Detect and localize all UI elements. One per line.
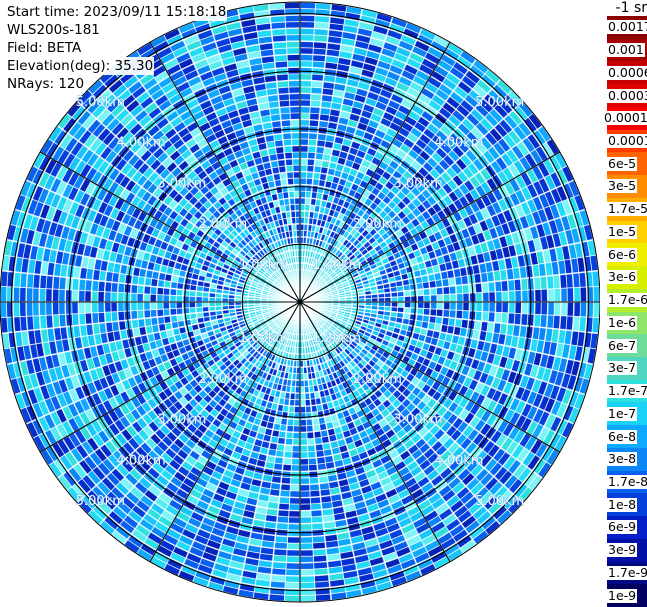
svg-text:4.00km: 4.00km (434, 453, 483, 468)
svg-text:3.00km: 3.00km (157, 176, 206, 191)
svg-text:3.00km: 3.00km (394, 176, 443, 191)
svg-text:3.00km: 3.00km (157, 413, 206, 428)
colorbar-tick-label: 1e-7 (607, 405, 638, 421)
colorbar-tick-label: 1.7e-9 (607, 565, 647, 580)
colorbar-tick-label: 3e-6 (607, 269, 638, 285)
svg-text:1.00km: 1.00km (239, 331, 288, 346)
colorbar-tick-label: 1.7e-7 (607, 384, 647, 399)
svg-text:4.00km: 4.00km (434, 136, 483, 151)
colorbar-tick-label: 0.001 (607, 42, 645, 58)
svg-text:2.00km: 2.00km (198, 217, 247, 232)
colorbar-tick-label: 0.0017 (607, 20, 647, 35)
svg-text:5.00km: 5.00km (475, 494, 524, 509)
svg-text:5.00km: 5.00km (76, 494, 125, 509)
polar-grid (0, 1, 600, 603)
colorbar-tick-label: 1.7e-6 (607, 293, 647, 308)
colorbar-tick-label: 6e-9 (607, 519, 638, 535)
svg-text:1.00km: 1.00km (312, 258, 361, 273)
colorbar-tick-label: 3e-9 (607, 542, 638, 558)
colorbar-tick-label: 1e-5 (607, 223, 638, 239)
colorbar-tick-label: 3e-7 (607, 360, 638, 376)
colorbar-tick-label: 3e-5 (607, 178, 638, 194)
colorbar-tick-label: 3e-8 (607, 451, 638, 467)
colorbar-tick-label: 6e-8 (607, 428, 638, 444)
colorbar-tick-label: 6e-7 (607, 337, 638, 353)
colorbar-tick-label: 0.0001 (607, 134, 647, 149)
colorbar-panel[interactable]: -1 sr 0.00170.0010.00060.00030.000170.00… (600, 0, 647, 607)
svg-text:2.00km: 2.00km (353, 217, 402, 232)
svg-text:1.00km: 1.00km (239, 258, 288, 273)
svg-text:5.00km: 5.00km (475, 95, 524, 110)
colorbar-tick-label: 1e-8 (607, 496, 638, 512)
ppi-plot-area[interactable]: 1.00km 1.00km 1.00km 1.00km 2.00km 2.00km 2.00… (0, 0, 600, 607)
colorbar-tick-label: 1e-6 (607, 314, 638, 330)
colorbar-tick-label: 6e-5 (607, 155, 638, 171)
svg-text:2.00km: 2.00km (198, 372, 247, 387)
colorbar-tick-label: 1.7e-5 (607, 202, 647, 217)
svg-text:3.00km: 3.00km (394, 413, 443, 428)
colorbar-tick-label: 6e-6 (607, 246, 638, 262)
colorbar-tick-label: 0.00017 (603, 111, 647, 126)
colorbar-tick-label: 1.7e-8 (607, 474, 647, 489)
svg-text:2.00km: 2.00km (353, 372, 402, 387)
colorbar-title: -1 sr (615, 0, 647, 16)
svg-text:4.00km: 4.00km (117, 136, 166, 151)
svg-text:5.00km: 5.00km (76, 95, 125, 110)
colorbar-tick-label: 1e-9 (607, 587, 638, 603)
colorbar-tick-label: 0.0003 (607, 88, 647, 103)
ppi-scan-canvas[interactable]: 1.00km 1.00km 1.00km 1.00km 2.00km 2.00km 2.00… (0, 0, 600, 607)
svg-text:1.00km: 1.00km (312, 331, 361, 346)
svg-text:4.00km: 4.00km (117, 453, 166, 468)
range-ring-labels: 1.00km 1.00km 1.00km 1.00km 2.00km 2.00km 2.00… (76, 95, 525, 510)
